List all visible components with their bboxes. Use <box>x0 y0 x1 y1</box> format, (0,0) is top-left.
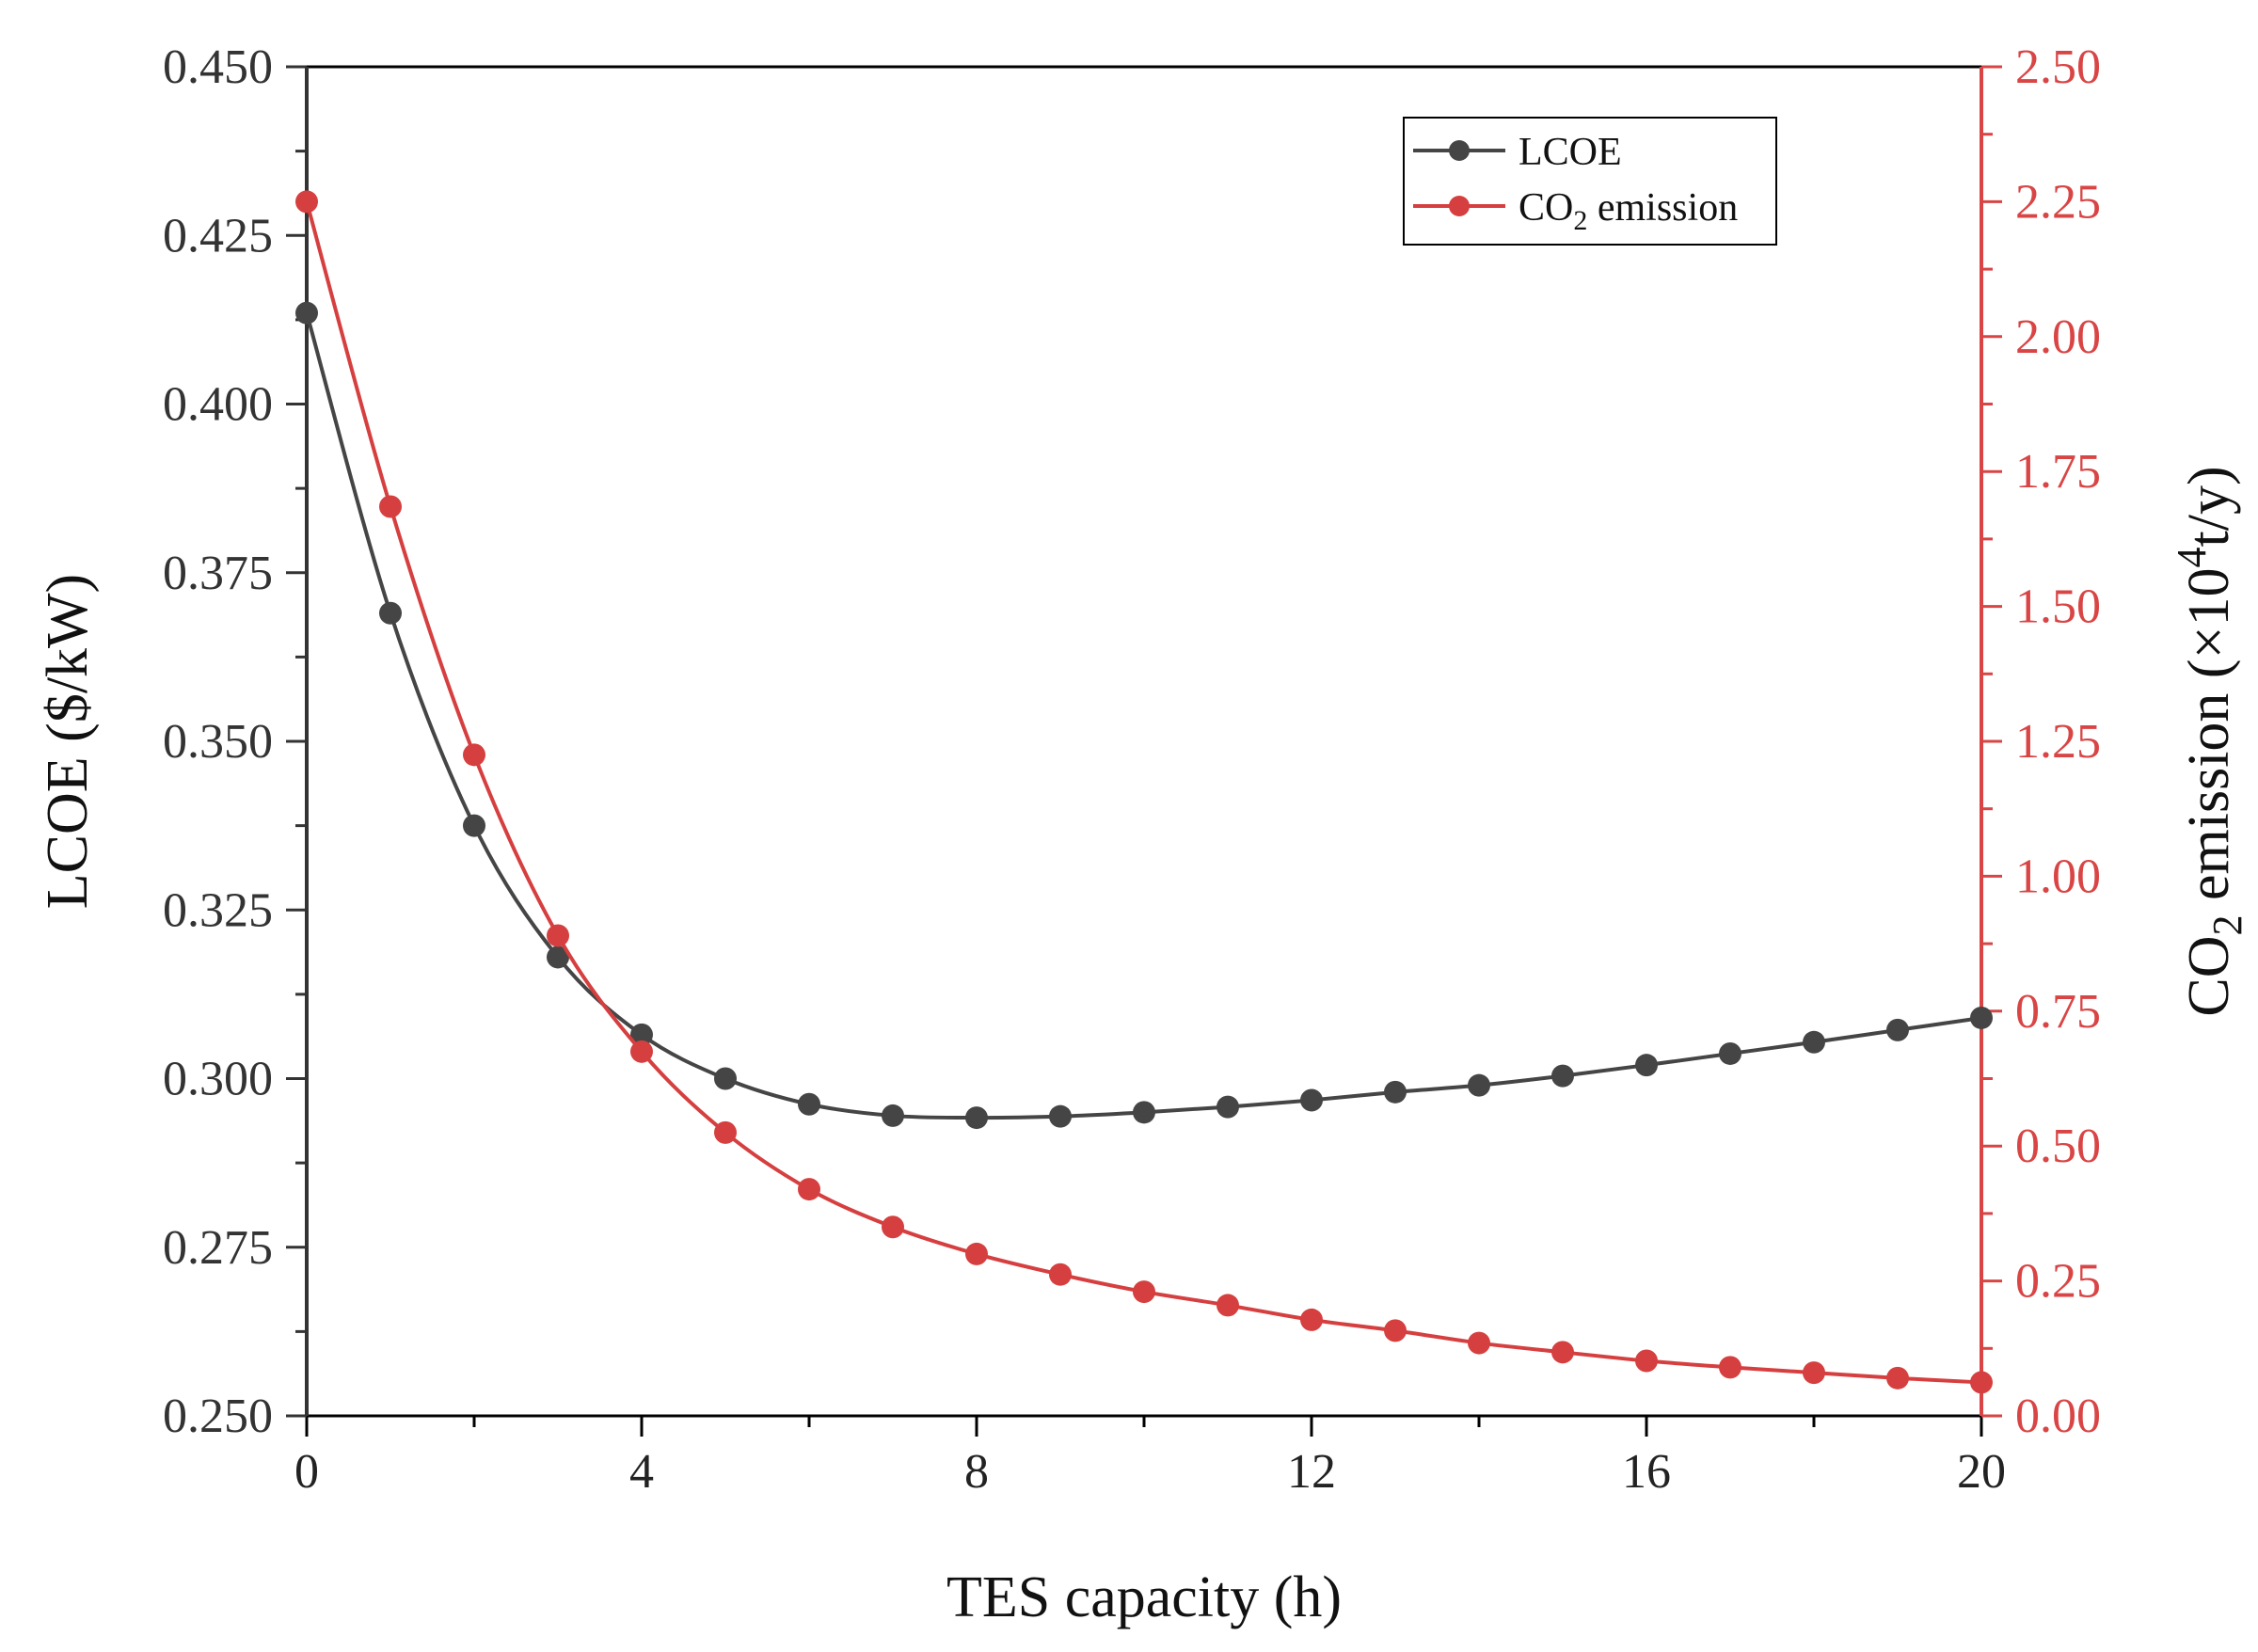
legend-co2-marker <box>1449 196 1470 216</box>
y-left-tick-label: 0.400 <box>163 378 273 432</box>
lcoe-data-point <box>1384 1080 1407 1104</box>
lcoe-data-point <box>1049 1104 1072 1128</box>
x-tick-label: 20 <box>1957 1445 2006 1499</box>
y-left-tick-label: 0.375 <box>163 547 273 600</box>
y-right-tick-label: 1.75 <box>2015 445 2101 499</box>
co2-data-point <box>798 1178 820 1201</box>
y-right-title-sup: 4 <box>2169 547 2215 567</box>
lcoe-data-point <box>798 1092 820 1116</box>
legend-lcoe-label: LCOE <box>1519 131 1622 174</box>
co2-data-point <box>1886 1366 1909 1390</box>
y-right-title-mid: emission (×10 <box>2177 567 2241 914</box>
legend-co2-prefix: CO <box>1519 186 1573 230</box>
co2-data-point <box>295 190 318 214</box>
co2-data-point <box>1216 1294 1239 1317</box>
legend-co2-suffix: emission <box>1587 186 1738 230</box>
y-right-tick-label: 0.75 <box>2015 985 2101 1039</box>
co2-data-point <box>630 1040 653 1063</box>
x-tick-label: 4 <box>629 1445 654 1499</box>
lcoe-data-point <box>1300 1088 1323 1112</box>
lcoe-data-point <box>1468 1073 1490 1097</box>
co2-data-point <box>1300 1308 1323 1331</box>
y-left-tick-label: 0.275 <box>163 1221 273 1275</box>
lcoe-data-point <box>1216 1095 1239 1119</box>
co2-series-line <box>305 200 1982 1385</box>
co2-data-point <box>1551 1341 1574 1364</box>
x-axis-title: TES capacity (h) <box>946 1565 1342 1629</box>
lcoe-series-line <box>305 312 1982 1120</box>
y-left-tick-label: 0.350 <box>163 715 273 769</box>
x-tick-label: 0 <box>294 1445 319 1499</box>
y-right-tick-label: 2.00 <box>2015 310 2101 364</box>
lcoe-data-point <box>1803 1030 1825 1054</box>
co2-data-point <box>1468 1331 1490 1355</box>
y-right-axis-ticks: 0.00 0.25 0.50 0.75 1.00 1.25 1.50 1.75 2.00 2.25… <box>1981 40 2101 1443</box>
y-right-tick-label: 1.50 <box>2015 580 2101 634</box>
series-layer <box>295 190 1993 1394</box>
x-tick-label: 12 <box>1287 1445 1336 1499</box>
lcoe-data-point <box>295 301 318 325</box>
co2-data-point <box>379 495 402 518</box>
lcoe-data-point <box>1551 1064 1574 1088</box>
lcoe-data-point <box>965 1106 988 1130</box>
y-right-title-sub: 2 <box>2204 915 2250 936</box>
co2-data-point <box>1970 1371 1993 1394</box>
co2-data-point <box>1719 1356 1741 1379</box>
y-left-tick-label: 0.250 <box>163 1390 273 1443</box>
co2-data-point <box>463 743 485 767</box>
co2-data-point <box>1384 1319 1407 1342</box>
lcoe-data-point <box>463 814 485 837</box>
y-left-tick-label: 0.325 <box>163 883 273 937</box>
lcoe-data-point <box>1719 1041 1741 1065</box>
lcoe-data-point <box>1635 1054 1658 1077</box>
co2-data-point <box>965 1242 988 1265</box>
co2-data-point <box>1049 1263 1072 1286</box>
lcoe-data-point <box>714 1067 737 1090</box>
y-left-axis-ticks: 0.250 0.275 0.300 0.325 0.350 0.375 0.400 0.425… <box>163 40 307 1443</box>
y-left-axis-title: LCOE ($/kW) <box>36 574 100 909</box>
y-right-title-prefix: CO <box>2177 936 2241 1017</box>
lcoe-data-point <box>1886 1018 1909 1041</box>
lcoe-data-point <box>1133 1101 1155 1124</box>
y-right-title-suffix: t/y) <box>2177 466 2241 547</box>
y-right-axis-title: CO2 emission (×104t/y) <box>2169 466 2250 1016</box>
co2-data-point <box>547 924 569 947</box>
co2-data-point <box>882 1215 904 1239</box>
lcoe-data-point <box>630 1023 653 1046</box>
y-right-tick-label: 0.25 <box>2015 1255 2101 1309</box>
y-right-tick-label: 1.00 <box>2015 850 2101 903</box>
y-right-tick-label: 0.00 <box>2015 1390 2101 1443</box>
y-right-tick-label: 1.25 <box>2015 715 2101 769</box>
y-left-tick-label: 0.450 <box>163 40 273 94</box>
co2-data-point <box>1133 1280 1155 1304</box>
y-left-tick-label: 0.425 <box>163 209 273 262</box>
lcoe-data-point <box>547 945 569 969</box>
y-left-tick-label: 0.300 <box>163 1053 273 1106</box>
lcoe-data-point <box>882 1104 904 1127</box>
y-right-tick-label: 0.50 <box>2015 1120 2101 1173</box>
x-axis-ticks: 0 4 8 12 16 20 <box>294 1416 2006 1499</box>
y-right-tick-label: 2.25 <box>2015 175 2101 229</box>
lcoe-data-point <box>1970 1006 1993 1029</box>
legend-box <box>1403 117 1777 246</box>
legend: LCOE CO2 emission <box>1403 117 1777 246</box>
co2-data-point <box>714 1120 737 1144</box>
x-tick-label: 8 <box>964 1445 989 1499</box>
y-right-tick-label: 2.50 <box>2015 40 2101 94</box>
legend-co2-label: CO2 emission <box>1519 186 1738 236</box>
legend-lcoe-marker <box>1449 140 1470 161</box>
co2-data-point <box>1803 1361 1825 1385</box>
lcoe-data-point <box>379 601 402 625</box>
legend-co2-sub: 2 <box>1573 205 1587 236</box>
co2-data-point <box>1635 1349 1658 1373</box>
x-tick-label: 16 <box>1622 1445 1671 1499</box>
